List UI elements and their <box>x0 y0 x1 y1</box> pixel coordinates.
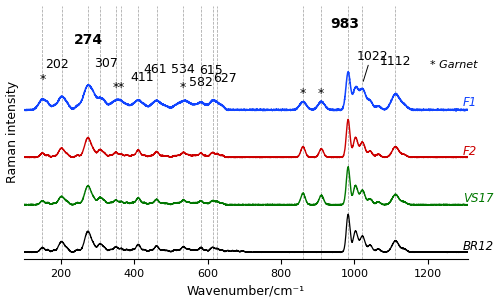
Text: $*$: $*$ <box>118 79 126 92</box>
Text: 582: 582 <box>189 76 213 89</box>
Text: $*$: $*$ <box>112 79 120 92</box>
Text: 615: 615 <box>200 64 223 77</box>
X-axis label: Wavenumber/cm⁻¹: Wavenumber/cm⁻¹ <box>187 285 305 298</box>
Text: 1022: 1022 <box>357 50 388 63</box>
Text: $*$: $*$ <box>180 79 188 92</box>
Text: VS17: VS17 <box>462 192 493 205</box>
Text: BR12: BR12 <box>462 240 494 253</box>
Text: 1112: 1112 <box>380 55 411 68</box>
Text: 202: 202 <box>46 58 69 71</box>
Text: 461: 461 <box>143 63 167 76</box>
Text: 307: 307 <box>94 57 118 70</box>
Text: 534: 534 <box>172 63 195 76</box>
Text: 274: 274 <box>74 32 102 46</box>
Y-axis label: Raman intensity: Raman intensity <box>6 81 18 183</box>
Text: * Garnet: * Garnet <box>430 60 477 70</box>
Text: $*$: $*$ <box>38 71 46 84</box>
Text: F1: F1 <box>462 96 477 109</box>
Text: F2: F2 <box>462 145 477 158</box>
Text: 983: 983 <box>330 17 360 31</box>
Text: $*$: $*$ <box>318 85 326 98</box>
Text: 411: 411 <box>130 71 154 84</box>
Text: $*$: $*$ <box>299 85 307 98</box>
Text: 627: 627 <box>213 72 236 85</box>
